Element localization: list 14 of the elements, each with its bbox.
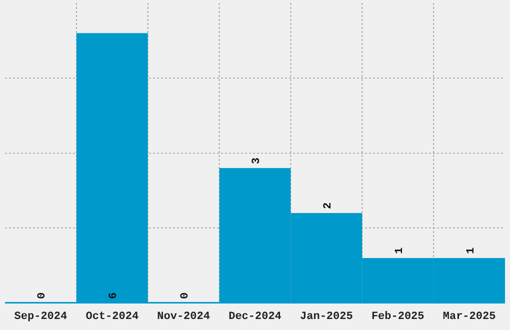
x-tick-label: Oct-2024	[86, 311, 139, 323]
data-label: 3	[251, 157, 263, 164]
data-label: 1	[394, 247, 406, 254]
data-label: 0	[36, 292, 49, 299]
data-label: 6	[108, 292, 120, 299]
x-tick-label: Jan-2025	[300, 311, 354, 323]
data-label: 2	[322, 202, 334, 210]
data-label: 0	[180, 292, 192, 299]
x-tick-label: Nov-2024	[157, 311, 210, 323]
x-tick-label: Feb-2025	[371, 311, 425, 323]
x-tick-label: Sep-2024	[14, 311, 68, 323]
data-label: 1	[465, 247, 478, 254]
x-tick-label: Dec-2024	[228, 311, 282, 323]
x-tick-label: Mar-2025	[442, 311, 496, 323]
